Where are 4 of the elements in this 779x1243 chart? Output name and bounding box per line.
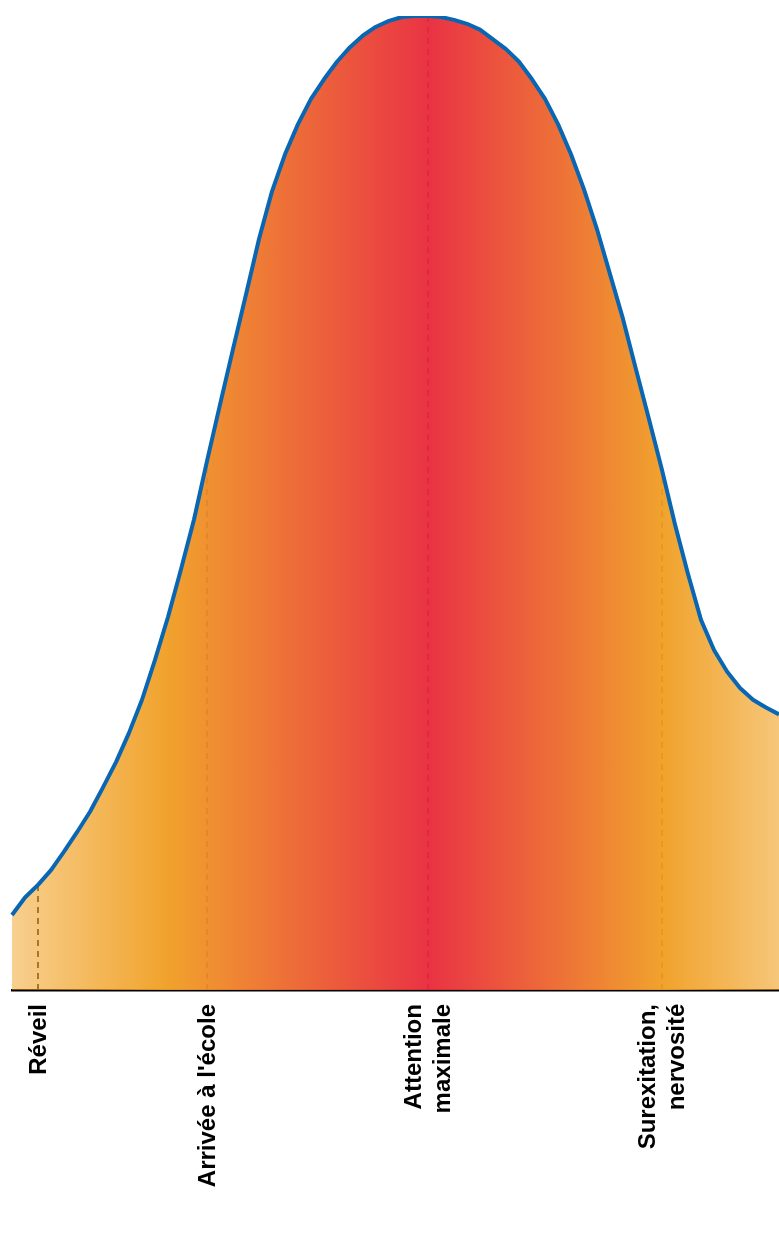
x-tick-label: Arrivée à l'école: [192, 1004, 221, 1188]
x-tick-label: Réveil: [23, 1004, 52, 1075]
x-tick-label: Attention maximale: [399, 1004, 456, 1114]
x-tick-label: Surexitation, nervosité: [633, 1004, 690, 1150]
